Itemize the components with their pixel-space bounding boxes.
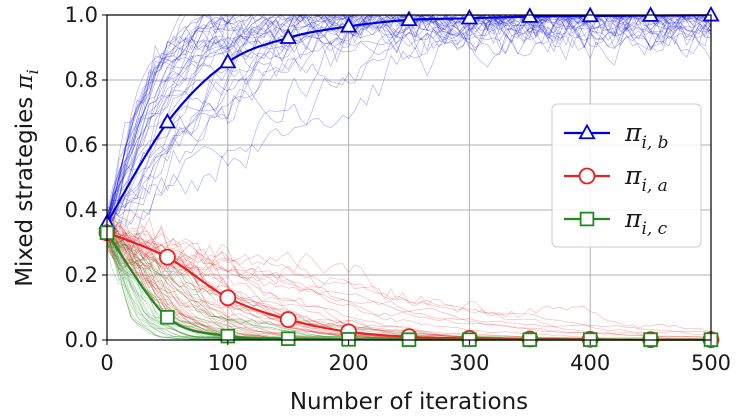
y-axis-label-symbol: π [12, 73, 38, 90]
marker-circle [158, 248, 176, 266]
y-tick-label: 1.0 [65, 3, 98, 27]
trajectory-line [106, 241, 711, 341]
marker-triangle [279, 28, 297, 44]
trajectory-line [106, 241, 711, 341]
y-tick-label: 0.8 [65, 68, 98, 92]
trajectory-line [106, 14, 712, 252]
y-axis-label-text: Mixed strategies [12, 89, 38, 286]
trajectory-line [106, 244, 712, 335]
y-axis-label-sub: i [23, 69, 42, 74]
plot-frame [106, 14, 712, 341]
marker-square [341, 332, 356, 347]
ticks: 0 100 200 300 400 500 0.0 0.2 0.4 0.6 0.8 1.0 [65, 3, 731, 375]
legend-symbol: π [624, 118, 642, 147]
x-tick-label: 200 [329, 351, 369, 375]
legend-sub: i, b [641, 133, 668, 153]
x-tick-label: 400 [570, 351, 610, 375]
trajectory-line [106, 240, 711, 341]
trajectory-line [106, 241, 711, 341]
trajectory-line [106, 14, 712, 223]
marker-square [280, 331, 296, 346]
legend-sub: i, a [641, 176, 667, 196]
trajectory-line [106, 235, 712, 338]
marker-triangle [460, 8, 479, 25]
y-tick-label: 0.0 [65, 328, 98, 352]
marker-square [579, 211, 595, 227]
x-tick-label: 500 [691, 351, 731, 375]
trajectory-line [106, 212, 712, 332]
trajectory-line [106, 14, 712, 236]
legend-symbol: π [624, 161, 642, 190]
x-tick-label: 100 [208, 351, 248, 375]
y-axis-label: Mixed strategies πi [12, 69, 42, 287]
marker-triangle [578, 123, 596, 140]
y-tick-label: 0.4 [65, 198, 98, 222]
trajectory-line [106, 225, 712, 340]
trajectory-line [106, 225, 712, 338]
series-line-triangle [106, 14, 712, 224]
legend-symbol: π [624, 204, 642, 233]
marker-circle [578, 167, 596, 185]
marker-triangle [339, 17, 358, 33]
trajectory-line [106, 14, 712, 221]
x-tick-label: 0 [100, 351, 113, 375]
marker-triangle [400, 10, 418, 27]
legend-label: πi, b [624, 118, 669, 153]
legend-sub: i, c [641, 219, 667, 239]
y-tick-label: 0.2 [65, 263, 98, 287]
legend-label: πi, c [624, 204, 668, 239]
trajectory-line [106, 244, 712, 341]
marker-circle [219, 289, 237, 307]
marker-triangle [219, 52, 237, 69]
x-tick-label: 300 [449, 351, 489, 375]
marker-circle [279, 311, 297, 328]
trajectory-line [106, 14, 711, 238]
trajectory-line [106, 225, 712, 333]
marker-square [160, 309, 175, 325]
y-tick-label: 0.6 [65, 133, 98, 157]
x-axis-label: Number of iterations [290, 389, 528, 415]
trajectory-line [106, 224, 711, 338]
marker-triangle [158, 112, 177, 129]
trajectory-line [106, 14, 712, 220]
legend-box [551, 103, 702, 248]
legend: πi, bπi, aπi, c [551, 103, 702, 248]
legend-label: πi, a [624, 161, 668, 196]
